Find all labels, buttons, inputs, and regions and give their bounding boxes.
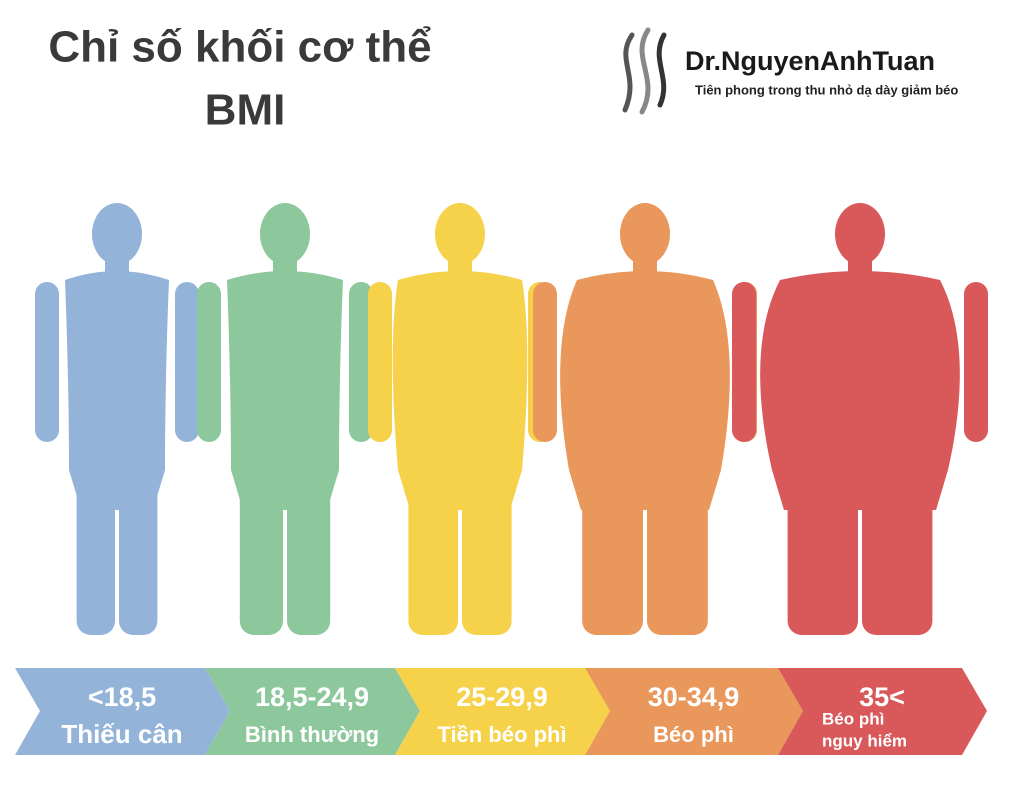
leg [287,460,331,635]
leg [119,460,158,635]
band-segment [585,668,803,755]
head [620,203,670,265]
head [435,203,485,265]
leg [239,460,283,635]
arm [35,282,59,442]
torso [560,271,730,510]
arm [533,282,557,442]
bmi-label: Béo phì [653,722,734,747]
bmi-label: nguy hiểm [822,731,907,750]
band-segment [395,668,610,755]
logo-name: Dr.NguyenAnhTuan [685,46,935,76]
leg [462,460,512,635]
title: Chỉ số khối cơ thể [48,23,431,72]
bmi-label: Tiền béo phì [437,722,566,747]
bmi-label: Béo phì [822,709,884,728]
arm [964,282,988,442]
leg [647,460,708,635]
torso [227,271,343,510]
bmi-range: 35< [859,682,905,712]
torso [760,271,960,510]
bmi-label: Thiếu cân [61,719,182,749]
bmi-range: 30-34,9 [648,682,740,712]
band-segment [205,668,420,755]
arm [732,282,756,442]
figure [732,203,988,635]
figure [35,203,199,635]
arm [368,282,392,442]
leg [862,460,933,635]
band-segment [15,668,230,755]
arm [349,282,373,442]
head [260,203,310,265]
bmi-range: <18,5 [88,682,156,712]
torso [392,271,528,510]
band-segment [778,668,987,755]
logo-icon [622,27,667,115]
figures [35,203,988,635]
torso [65,271,169,510]
bmi-range: 25-29,9 [456,682,548,712]
arm [197,282,221,442]
leg [76,460,115,635]
figure [197,203,373,635]
leg [582,460,643,635]
bmi-range: 18,5-24,9 [255,682,369,712]
head [92,203,142,265]
bmi-band: <18,5 Thiếu cân 18,5-24,9 Bình thường 25-29,… [15,668,987,755]
bmi-label: Bình thường [245,722,379,747]
arm [175,282,199,442]
figure [368,203,552,635]
leg [408,460,458,635]
subtitle: BMI [205,86,286,135]
head [835,203,885,265]
figure [533,203,757,635]
leg [787,460,858,635]
logo-tagline: Tiên phong trong thu nhỏ dạ dày giảm béo [695,82,958,97]
